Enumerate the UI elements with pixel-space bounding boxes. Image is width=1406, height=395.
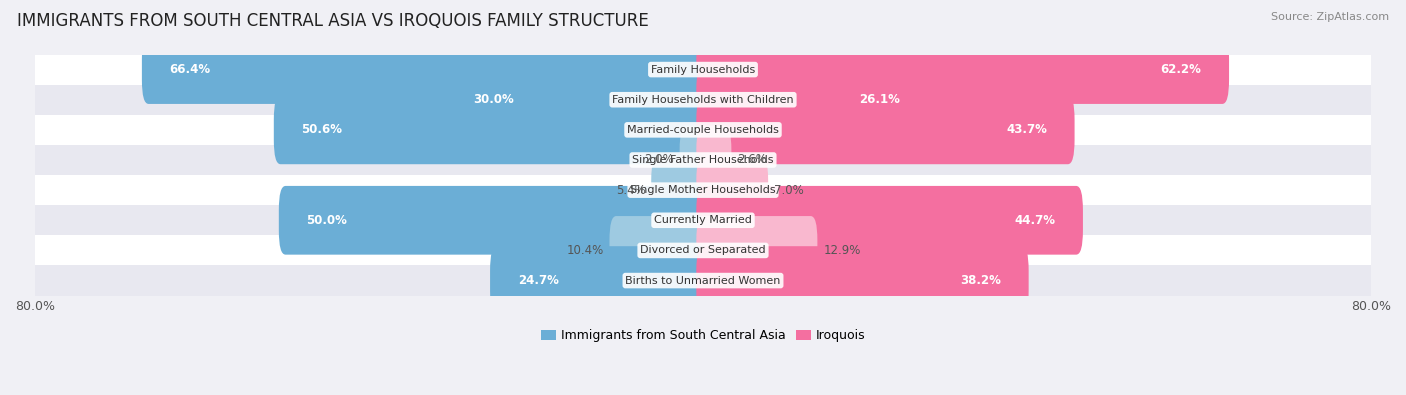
FancyBboxPatch shape: [696, 186, 1083, 255]
Text: Births to Unmarried Women: Births to Unmarried Women: [626, 276, 780, 286]
Text: 30.0%: 30.0%: [474, 93, 515, 106]
Text: 10.4%: 10.4%: [567, 244, 603, 257]
FancyBboxPatch shape: [18, 55, 1388, 85]
FancyBboxPatch shape: [609, 216, 710, 285]
Text: 7.0%: 7.0%: [773, 184, 804, 197]
Legend: Immigrants from South Central Asia, Iroquois: Immigrants from South Central Asia, Iroq…: [541, 329, 865, 342]
Text: Married-couple Households: Married-couple Households: [627, 125, 779, 135]
FancyBboxPatch shape: [18, 145, 1388, 175]
Text: Source: ZipAtlas.com: Source: ZipAtlas.com: [1271, 12, 1389, 22]
Text: 38.2%: 38.2%: [960, 274, 1001, 287]
FancyBboxPatch shape: [696, 65, 928, 134]
FancyBboxPatch shape: [18, 235, 1388, 265]
FancyBboxPatch shape: [696, 246, 1029, 315]
FancyBboxPatch shape: [278, 186, 710, 255]
FancyBboxPatch shape: [18, 205, 1388, 235]
Text: Family Households with Children: Family Households with Children: [612, 95, 794, 105]
Text: 24.7%: 24.7%: [517, 274, 558, 287]
FancyBboxPatch shape: [446, 65, 710, 134]
Text: 2.6%: 2.6%: [737, 154, 768, 167]
Text: 50.0%: 50.0%: [307, 214, 347, 227]
Text: Currently Married: Currently Married: [654, 215, 752, 225]
Text: Single Mother Households: Single Mother Households: [630, 185, 776, 195]
Text: 44.7%: 44.7%: [1014, 214, 1056, 227]
FancyBboxPatch shape: [18, 85, 1388, 115]
FancyBboxPatch shape: [18, 265, 1388, 295]
FancyBboxPatch shape: [696, 35, 1229, 104]
Text: 2.0%: 2.0%: [644, 154, 673, 167]
Text: IMMIGRANTS FROM SOUTH CENTRAL ASIA VS IROQUOIS FAMILY STRUCTURE: IMMIGRANTS FROM SOUTH CENTRAL ASIA VS IR…: [17, 12, 648, 30]
FancyBboxPatch shape: [142, 35, 710, 104]
Text: 12.9%: 12.9%: [824, 244, 860, 257]
Text: Family Households: Family Households: [651, 64, 755, 75]
Text: 66.4%: 66.4%: [170, 63, 211, 76]
FancyBboxPatch shape: [696, 156, 768, 224]
Text: Single Father Households: Single Father Households: [633, 155, 773, 165]
Text: 62.2%: 62.2%: [1160, 63, 1202, 76]
FancyBboxPatch shape: [679, 126, 710, 194]
Text: 5.4%: 5.4%: [616, 184, 645, 197]
FancyBboxPatch shape: [274, 96, 710, 164]
Text: 26.1%: 26.1%: [859, 93, 900, 106]
FancyBboxPatch shape: [696, 216, 817, 285]
FancyBboxPatch shape: [696, 126, 731, 194]
FancyBboxPatch shape: [491, 246, 710, 315]
FancyBboxPatch shape: [18, 175, 1388, 205]
Text: Divorced or Separated: Divorced or Separated: [640, 245, 766, 256]
FancyBboxPatch shape: [696, 96, 1074, 164]
Text: 43.7%: 43.7%: [1007, 123, 1047, 136]
Text: 50.6%: 50.6%: [301, 123, 343, 136]
FancyBboxPatch shape: [651, 156, 710, 224]
FancyBboxPatch shape: [18, 115, 1388, 145]
